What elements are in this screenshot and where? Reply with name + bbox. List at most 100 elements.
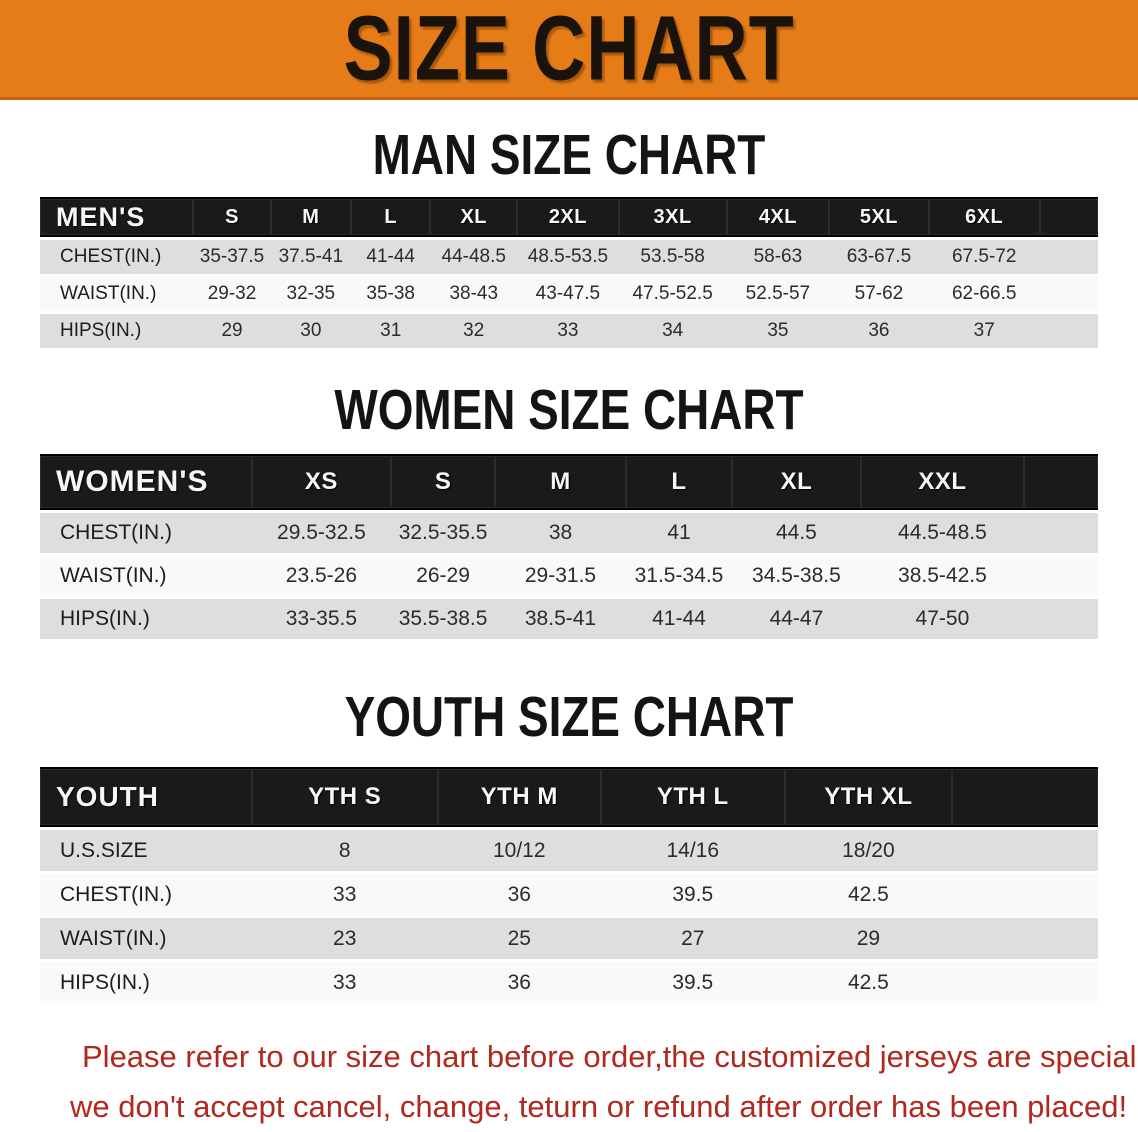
men-size-table: MEN'S S M L XL 2XL 3XL 4XL 5XL 6XL CHEST(IN.) 35-37… [40, 194, 1098, 351]
notice-line-2: we don't accept cancel, change, teturn o… [70, 1089, 1128, 1125]
measurement-value: 44-48.5 [441, 246, 506, 268]
measurement-label: HIPS(IN.) [60, 320, 142, 342]
row-filler-cell [1024, 513, 1098, 553]
measurement-value: 39.5 [672, 970, 714, 994]
measurement-value: 31 [380, 320, 402, 342]
row-filler-cell [952, 874, 1098, 915]
measurement-value: 52.5-57 [745, 283, 811, 305]
header-filler-cell [1039, 197, 1098, 238]
measurement-value: 57-62 [854, 283, 904, 305]
table-row: CHEST(IN.) 33 36 39.5 42.5 [40, 874, 1098, 916]
measurement-value: 37.5-41 [278, 246, 344, 268]
measurement-value: 29.5-32.5 [277, 521, 366, 545]
measurement-value: 23 [333, 926, 357, 950]
size-header-cell: L [351, 197, 431, 238]
banner: SIZE CHART [0, 0, 1138, 100]
youth-size-table: YOUTH YTH S YTH M YTH L YTH XL U.S.SIZE 8 10/12… [40, 764, 1098, 1006]
section-women: WOMEN SIZE CHART WOMEN'S XS S M L XL XXL CHEST(… [40, 379, 1098, 642]
size-header-cell: L [626, 454, 732, 511]
row-filler-cell [952, 830, 1098, 871]
size-header-cell: 2XL [517, 197, 619, 238]
measurement-value: 25 [507, 926, 531, 950]
measurement-value: 41-44 [366, 246, 415, 268]
measurement-value: 67.5-72 [951, 246, 1017, 268]
measurement-value: 31.5-34.5 [634, 564, 724, 588]
measurement-value: 35-38 [366, 283, 415, 305]
size-header-cell: YTH L [600, 767, 785, 828]
table-title-cell: MEN'S [40, 197, 194, 238]
measurement-value: 36 [868, 320, 890, 342]
measurement-value: 29-32 [207, 283, 257, 305]
measurement-value: 53.5-58 [640, 246, 705, 268]
notice-line-1: Please refer to our size chart before or… [82, 1039, 1138, 1075]
measurement-value: 32 [463, 320, 485, 342]
measurement-value: 8 [338, 838, 351, 862]
size-header-cell: 5XL [829, 197, 929, 238]
measurement-value: 27 [681, 926, 705, 950]
measurement-value: 62-66.5 [951, 283, 1017, 305]
size-header-cell: XS [251, 454, 392, 511]
measurement-value: 43-47.5 [535, 283, 601, 305]
measurement-value: 41-44 [652, 607, 706, 631]
header-filler-cell [1023, 454, 1098, 511]
measurement-value: 38 [548, 521, 573, 545]
measurement-value: 63-67.5 [846, 246, 912, 268]
size-header-cell: M [494, 454, 627, 511]
page-title: SIZE CHART [343, 0, 795, 100]
measurement-value: 34 [662, 320, 684, 342]
section-men: MAN SIZE CHART MEN'S S M L XL 2XL 3XL 4XL 5XL 6XL… [40, 123, 1098, 351]
table-row: U.S.SIZE 8 10/12 14/16 18/20 [40, 830, 1098, 872]
measurement-value: 37 [973, 320, 995, 342]
table-header-row: YOUTH YTH S YTH M YTH L YTH XL [40, 767, 1098, 828]
measurement-value: 58-63 [753, 246, 803, 268]
content: MAN SIZE CHART MEN'S S M L XL 2XL 3XL 4XL 5XL 6XL… [40, 123, 1138, 1132]
measurement-label: WAIST(IN.) [60, 926, 167, 950]
size-header-cell: XL [430, 197, 518, 238]
size-header-cell: 3XL [618, 197, 727, 238]
table-row: HIPS(IN.) 29 30 31 32 33 34 35 36 37 [40, 314, 1098, 349]
measurement-value: 29-31.5 [524, 564, 597, 588]
table-header-row: WOMEN'S XS S M L XL XXL [40, 454, 1098, 511]
row-filler-cell [1024, 556, 1098, 596]
measurement-value: 26-29 [416, 564, 470, 588]
women-section-title: WOMEN SIZE CHART [334, 378, 804, 442]
table-row: WAIST(IN.) 23 25 27 29 [40, 918, 1098, 960]
table-row: CHEST(IN.) 29.5-32.5 32.5-35.5 38 41 44.5 44.5… [40, 513, 1098, 554]
women-size-table: WOMEN'S XS S M L XL XXL CHEST(IN.) 29.5-32.5 32.5… [40, 451, 1098, 642]
measurement-value: 33 [333, 970, 357, 994]
row-filler-cell [952, 962, 1098, 1003]
measurement-label: HIPS(IN.) [60, 607, 150, 631]
measurement-value: 29 [221, 320, 243, 342]
measurement-value: 29 [856, 926, 881, 950]
measurement-label: WAIST(IN.) [60, 283, 157, 305]
size-header-cell: XL [731, 454, 861, 511]
measurement-value: 42.5 [847, 882, 889, 906]
measurement-value: 35 [767, 320, 789, 342]
measurement-value: 32.5-35.5 [398, 521, 488, 545]
row-filler-cell [952, 918, 1098, 959]
measurement-value: 47.5-52.5 [632, 283, 713, 305]
table-row: WAIST(IN.) 29-32 32-35 35-38 38-43 43-47.5 47.… [40, 277, 1098, 312]
row-filler-cell [1024, 599, 1098, 639]
measurement-value: 47-50 [915, 607, 970, 631]
table-row: WAIST(IN.) 23.5-26 26-29 29-31.5 31.5-34.5 34… [40, 556, 1098, 597]
measurement-value: 38.5-42.5 [898, 564, 987, 588]
measurement-value: 32-35 [286, 283, 336, 305]
size-header-cell: M [270, 197, 352, 238]
table-row: HIPS(IN.) 33 36 39.5 42.5 [40, 962, 1098, 1004]
section-youth: YOUTH SIZE CHART YOUTH YTH S YTH M YTH L YTH… [40, 686, 1098, 1006]
row-filler-cell [1040, 277, 1098, 311]
measurement-value: 44.5 [775, 521, 817, 545]
measurement-value: 41 [667, 521, 691, 545]
header-filler-cell [951, 767, 1098, 828]
table-row: HIPS(IN.) 33-35.5 35.5-38.5 38.5-41 41-44 44-… [40, 599, 1098, 640]
measurement-value: 44-47 [769, 607, 824, 631]
measurement-value: 39.5 [672, 882, 714, 906]
measurement-value: 33-35.5 [285, 607, 358, 631]
measurement-value: 38-43 [449, 283, 499, 305]
table-header-row: MEN'S S M L XL 2XL 3XL 4XL 5XL 6XL [40, 197, 1098, 238]
size-header-cell: YTH M [437, 767, 601, 828]
measurement-value: 44.5-48.5 [898, 521, 987, 545]
measurement-value: 34.5-38.5 [752, 564, 841, 588]
measurement-value: 14/16 [666, 838, 720, 862]
